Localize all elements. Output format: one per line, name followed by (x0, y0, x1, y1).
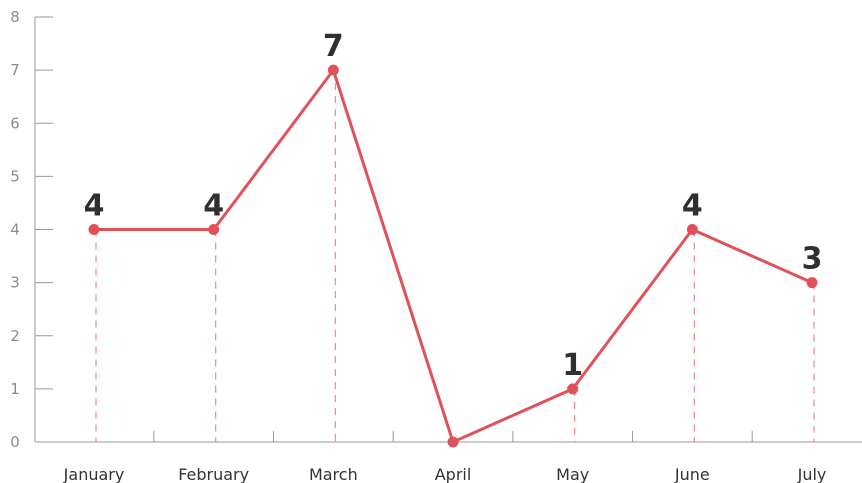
x-tick-label: February (178, 465, 249, 483)
axes-layer: 0 1 2 3 4 5 6 7 8 January February March April May Jun… (10, 8, 862, 483)
x-tick-label: April (435, 465, 472, 483)
data-label: 7 (323, 29, 344, 64)
x-tick-label: June (674, 465, 710, 483)
series-line (94, 68, 813, 444)
x-tick-label: March (309, 465, 358, 483)
y-tick-label: 7 (10, 61, 20, 79)
data-label: 3 (802, 242, 823, 277)
y-tick-label: 5 (10, 167, 20, 185)
data-point (327, 64, 339, 76)
x-tick-label: May (556, 465, 589, 483)
data-point (686, 224, 698, 235)
data-label: 4 (203, 189, 224, 224)
data-point (88, 224, 100, 235)
data-point (806, 277, 818, 289)
data-label: 4 (84, 189, 105, 224)
data-label: 4 (682, 189, 703, 224)
data-point (208, 224, 220, 235)
y-tick-label: 1 (10, 380, 20, 398)
y-tick-label: 4 (10, 221, 20, 239)
y-tick-label: 0 (10, 433, 20, 451)
y-tick-label: 2 (10, 327, 20, 345)
data-label: 1 (562, 348, 583, 383)
x-tick-label: January (63, 465, 125, 483)
y-tick-label: 3 (10, 274, 20, 292)
data-point (567, 383, 579, 395)
data-point (447, 436, 459, 448)
y-tick-label: 6 (10, 114, 20, 132)
y-tick-label: 8 (10, 8, 20, 26)
series-layer (88, 64, 818, 448)
drop-lines-layer (95, 70, 815, 442)
x-tick-label: July (797, 465, 827, 483)
labels-layer: 4 4 7 1 4 3 (84, 29, 823, 383)
